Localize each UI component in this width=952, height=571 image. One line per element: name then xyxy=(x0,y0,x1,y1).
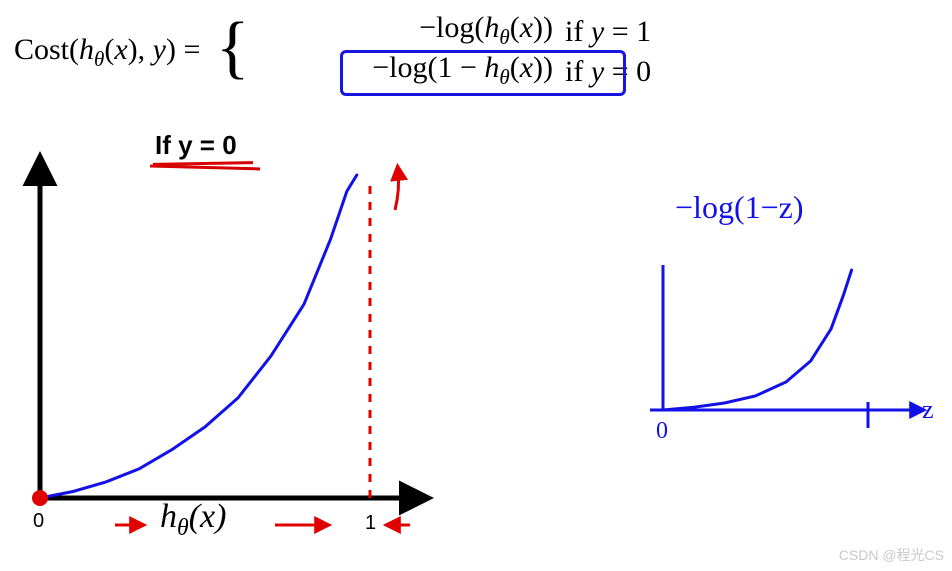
watermark: CSDN @程光CS xyxy=(839,545,944,565)
main-plot xyxy=(0,150,470,570)
x-axis-label-main: hθ(x) xyxy=(160,498,226,542)
sketch-label: −log(1−z) xyxy=(675,189,804,225)
case-row-2: −log(1 − hθ(x)) if y = 0 xyxy=(263,52,651,92)
up-arrow-annotation xyxy=(395,170,399,210)
tick-1-main: 1 xyxy=(365,512,376,535)
origin-dot xyxy=(32,490,48,506)
cost-function-formula: Cost(hθ(x), y) = { −log(hθ(x)) if y = 1 … xyxy=(14,12,651,92)
case1-cond: if y = 1 xyxy=(565,12,651,52)
tick-0-main: 0 xyxy=(33,510,44,533)
cases: −log(hθ(x)) if y = 1 −log(1 − hθ(x)) if … xyxy=(263,12,651,92)
case-row-1: −log(hθ(x)) if y = 1 xyxy=(263,12,651,52)
brace-left: { xyxy=(216,18,250,78)
sketch-tick-0: 0 xyxy=(656,418,668,444)
case2-cond: if y = 0 xyxy=(565,52,651,92)
formula-lhs: Cost(hθ(x), y) = xyxy=(14,33,200,72)
case2-expr: −log(1 − hθ(x)) xyxy=(263,48,565,97)
sketch-curve xyxy=(663,270,852,410)
sketch-plot: −log(1−z) 0 z xyxy=(620,180,940,460)
sketch-z-label: z xyxy=(922,395,934,424)
cost-curve xyxy=(40,175,357,498)
